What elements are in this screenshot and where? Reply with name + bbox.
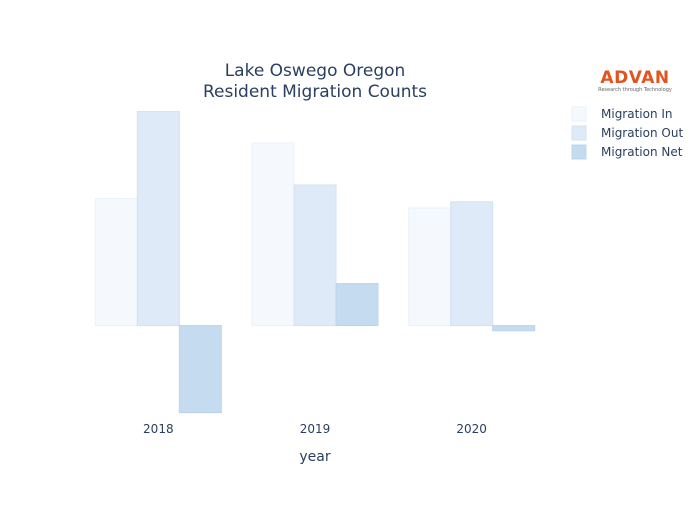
x-tick-2018: 2018	[143, 422, 174, 436]
bar-migration-net-2019[interactable]	[335, 283, 379, 327]
bar-layer	[94, 111, 536, 414]
logo-tagline: Research through Technology	[598, 87, 672, 93]
bar-migration-in-2018[interactable]	[94, 198, 138, 327]
x-tick-2019: 2019	[300, 422, 331, 436]
legend-swatch-migration-in[interactable]	[571, 106, 587, 122]
x-tick-labels: 2018 2019 2020	[143, 422, 487, 436]
bar-migration-out-2018[interactable]	[136, 111, 180, 327]
legend-swatch-migration-out[interactable]	[571, 125, 587, 141]
chart-title-line-1: Lake Oswego Oregon	[225, 61, 406, 81]
legend-swatch-migration-net[interactable]	[571, 144, 587, 160]
bar-migration-net-2018[interactable]	[178, 325, 222, 414]
bar-migration-in-2019[interactable]	[251, 142, 295, 327]
x-axis-title: year	[299, 449, 330, 465]
x-tick-2020: 2020	[456, 422, 487, 436]
legend-label-migration-net[interactable]: Migration Net	[601, 145, 683, 159]
legend[interactable]: Migration In Migration Out Migration Net	[571, 106, 683, 160]
advan-logo: ADVAN Research through Technology	[598, 68, 672, 93]
legend-label-migration-out[interactable]: Migration Out	[601, 126, 683, 140]
legend-label-migration-in[interactable]: Migration In	[601, 107, 673, 121]
chart-title-line-2: Resident Migration Counts	[203, 82, 427, 102]
bar-migration-out-2020[interactable]	[450, 201, 494, 327]
logo-wordmark: ADVAN	[600, 68, 669, 88]
bar-migration-in-2020[interactable]	[408, 207, 452, 327]
bar-migration-net-2020[interactable]	[492, 325, 536, 332]
bar-migration-out-2019[interactable]	[293, 184, 337, 327]
